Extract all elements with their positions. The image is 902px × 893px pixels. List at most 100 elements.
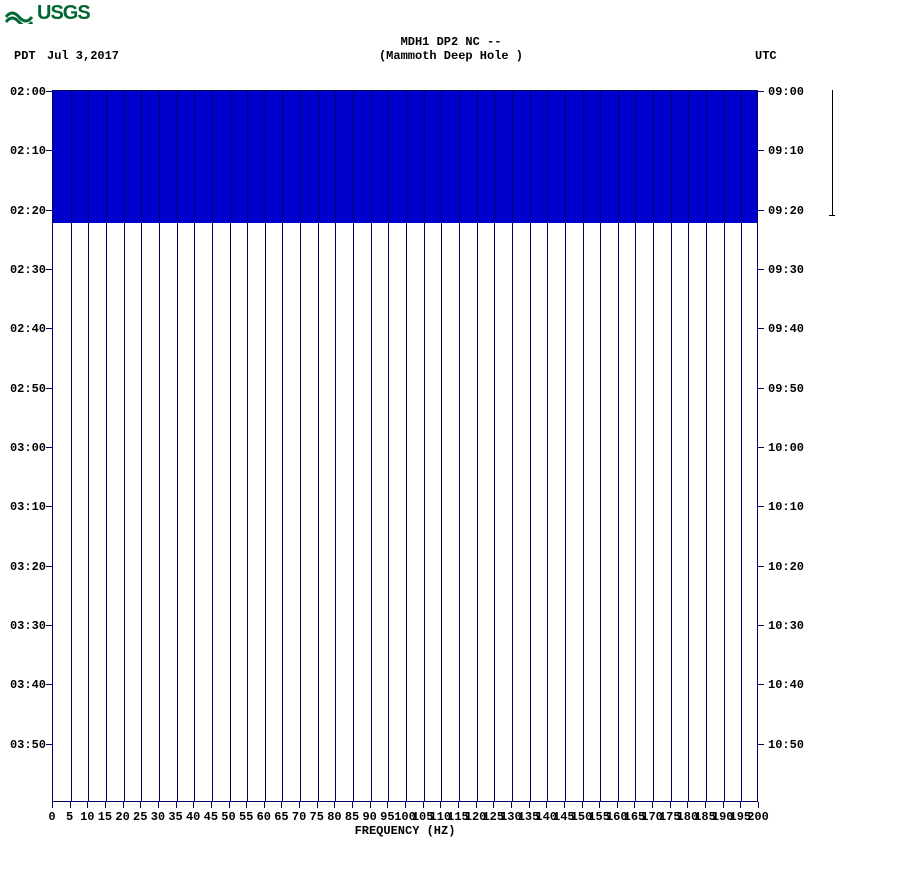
x-tick — [493, 802, 494, 808]
y-tick-right — [758, 150, 764, 151]
gridline-x — [653, 91, 654, 801]
x-label: 15 — [97, 810, 113, 824]
x-tick — [582, 802, 583, 808]
gridline-x — [265, 91, 266, 801]
x-tick — [617, 802, 618, 808]
y-label-left: 02:20 — [6, 204, 46, 218]
gridline-x — [441, 91, 442, 801]
gridline-x — [247, 91, 248, 801]
x-label: 70 — [291, 810, 307, 824]
x-tick — [599, 802, 600, 808]
x-tick — [176, 802, 177, 808]
x-label: 10 — [79, 810, 95, 824]
y-label-right: 10:10 — [768, 500, 818, 514]
gridline-x — [353, 91, 354, 801]
y-label-right: 10:40 — [768, 678, 818, 692]
gridline-x — [282, 91, 283, 801]
y-tick-left — [46, 506, 52, 507]
gridline-x — [688, 91, 689, 801]
gridline-x — [159, 91, 160, 801]
y-label-left: 02:30 — [6, 263, 46, 277]
gridline-x — [565, 91, 566, 801]
gridline-x — [212, 91, 213, 801]
x-label: 90 — [362, 810, 378, 824]
y-label-left: 03:10 — [6, 500, 46, 514]
gridline-x — [424, 91, 425, 801]
y-tick-left — [46, 91, 52, 92]
y-tick-left — [46, 744, 52, 745]
x-tick — [423, 802, 424, 808]
y-label-left: 02:40 — [6, 322, 46, 336]
x-tick — [299, 802, 300, 808]
y-tick-left — [46, 566, 52, 567]
x-tick — [458, 802, 459, 808]
y-tick-left — [46, 625, 52, 626]
y-tick-left — [46, 269, 52, 270]
y-tick-right — [758, 506, 764, 507]
usgs-logo: USGS — [5, 2, 90, 25]
x-tick — [440, 802, 441, 808]
y-label-left: 03:30 — [6, 619, 46, 633]
gridline-x — [406, 91, 407, 801]
y-label-right: 09:40 — [768, 322, 818, 336]
x-tick — [229, 802, 230, 808]
x-tick — [687, 802, 688, 808]
gridline-x — [459, 91, 460, 801]
x-tick — [140, 802, 141, 808]
x-tick — [70, 802, 71, 808]
y-label-right: 10:20 — [768, 560, 818, 574]
y-tick-left — [46, 328, 52, 329]
x-label: 80 — [326, 810, 342, 824]
y-label-left: 03:20 — [6, 560, 46, 574]
x-tick — [246, 802, 247, 808]
y-label-right: 09:00 — [768, 85, 818, 99]
y-tick-right — [758, 447, 764, 448]
x-tick — [158, 802, 159, 808]
gridline-x — [194, 91, 195, 801]
x-tick — [564, 802, 565, 808]
x-tick — [87, 802, 88, 808]
gridline-x — [318, 91, 319, 801]
gridline-x — [230, 91, 231, 801]
x-tick — [740, 802, 741, 808]
x-label: 45 — [203, 810, 219, 824]
y-tick-right — [758, 210, 764, 211]
side-marker-cap — [829, 215, 835, 216]
y-label-left: 02:10 — [6, 144, 46, 158]
x-label: 0 — [48, 810, 57, 824]
gridline-x — [583, 91, 584, 801]
y-label-right: 09:30 — [768, 263, 818, 277]
x-tick — [405, 802, 406, 808]
spectrogram-plot — [52, 90, 758, 802]
x-tick — [193, 802, 194, 808]
y-tick-right — [758, 684, 764, 685]
y-label-left: 03:00 — [6, 441, 46, 455]
y-label-left: 02:00 — [6, 85, 46, 99]
x-label: 65 — [273, 810, 289, 824]
gridline-x — [388, 91, 389, 801]
x-axis-title: FREQUENCY (HZ) — [52, 824, 758, 838]
y-label-right: 09:10 — [768, 144, 818, 158]
timezone-right: UTC — [755, 49, 777, 63]
y-label-right: 10:00 — [768, 441, 818, 455]
x-tick — [634, 802, 635, 808]
y-label-right: 10:50 — [768, 738, 818, 752]
gridline-x — [635, 91, 636, 801]
y-tick-right — [758, 91, 764, 92]
x-tick — [670, 802, 671, 808]
gridline-x — [671, 91, 672, 801]
x-tick — [281, 802, 282, 808]
gridline-x — [706, 91, 707, 801]
gridline-x — [371, 91, 372, 801]
x-label: 85 — [344, 810, 360, 824]
x-tick — [529, 802, 530, 808]
y-tick-right — [758, 566, 764, 567]
y-tick-right — [758, 328, 764, 329]
x-tick — [758, 802, 759, 808]
gridline-x — [477, 91, 478, 801]
x-tick — [52, 802, 53, 808]
y-tick-left — [46, 150, 52, 151]
y-tick-right — [758, 269, 764, 270]
x-tick — [476, 802, 477, 808]
x-tick — [705, 802, 706, 808]
